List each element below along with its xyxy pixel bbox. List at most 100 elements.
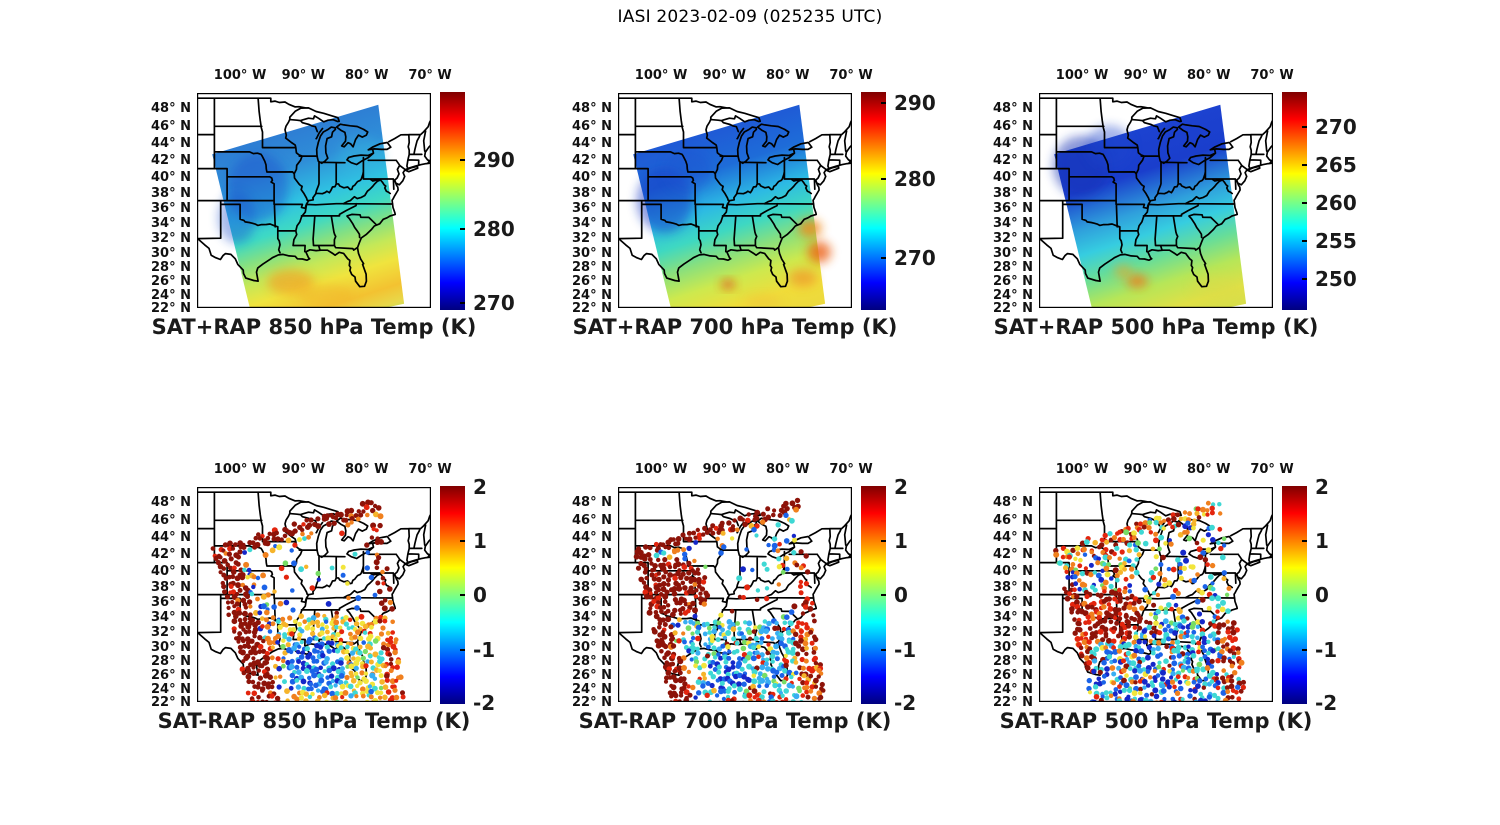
lat-tick-label: 42° N [572,153,612,169]
lat-tick-label: 44° N [993,136,1033,152]
lat-tick-label: 40° N [151,169,191,185]
map-frame [1039,93,1273,308]
colorbar-sat_plus_rap_850 [440,92,465,310]
lat-tick-label: 42° N [993,153,1033,169]
map-frame [618,487,852,702]
lat-tick-label: 24° N [993,287,1033,303]
colorbar-tick-mark [1302,539,1307,542]
lat-tick-label: 30° N [151,639,191,655]
lon-tick-label: 100° W [634,462,688,477]
colorbar-tick-label: 1 [473,528,487,553]
colorbar-tick-mark [1302,594,1307,596]
colorbar-tick-label: -1 [1315,637,1338,662]
lat-tick-label: 38° N [993,185,1033,201]
lat-tick-label: 34° N [993,216,1033,232]
colorbar-tick-mark [460,594,465,596]
difference-dots [1053,500,1246,702]
lon-tick-label: 70° W [408,462,452,477]
lat-tick-label: 22° N [151,695,191,710]
colorbar-tick-label: 1 [1315,528,1329,553]
lat-tick-label: 36° N [572,595,612,611]
lat-tick-label: 28° N [151,259,191,275]
colorbar-tick-label: -2 [1315,690,1338,715]
lat-tick-label: 48° N [151,494,191,510]
lat-tick-label: 24° N [993,681,1033,697]
lon-tick-label: 70° W [408,68,452,83]
lat-tick-label: 30° N [151,245,191,261]
lat-tick-label: 32° N [572,625,612,641]
colorbar-tick-label: 290 [473,147,515,172]
colorbar-tick-label: 290 [894,90,936,115]
lat-tick-label: 32° N [572,231,612,247]
colorbar-tick-label: 270 [1315,114,1357,139]
lat-tick-label: 26° N [993,667,1033,683]
lat-tick-label: 36° N [572,201,612,217]
colorbar-tick-label: 265 [1315,153,1357,178]
lon-tick-label: 90° W [281,68,326,83]
colorbar-tick-mark [1302,125,1307,128]
map-sat_plus_rap_850 [197,93,431,308]
lat-tick-label: 32° N [151,625,191,641]
colorbar-tick-label: 0 [473,583,487,607]
lat-tick-label: 22° N [993,301,1033,316]
colorbar-tick-label: 270 [473,291,515,316]
colorbar-tick-mark [881,594,886,596]
lon-tick-label: 80° W [765,68,810,83]
lon-tick-label: 90° W [702,68,747,83]
colorbar-tick-mark [460,228,465,231]
map-sat_plus_rap_500 [1039,93,1273,308]
lat-tick-label: 22° N [572,695,612,710]
lon-tick-label: 100° W [213,462,267,477]
lat-tick-label: 44° N [572,530,612,546]
lon-tick-label: 100° W [634,68,688,83]
lat-tick-label: 46° N [993,118,1033,134]
colorbar-tick-label: -1 [894,637,917,662]
map-sat_plus_rap_700 [618,93,852,308]
lat-tick-label: 42° N [572,547,612,563]
lat-tick-label: 48° N [572,100,612,116]
colorbar-tick-label: 250 [1315,267,1357,292]
lon-tick-label: 80° W [765,462,810,477]
colorbar-tick-mark [881,648,886,651]
panel-caption: SAT+RAP 850 hPa Temp (K) [151,315,477,339]
lat-tick-label: 30° N [572,639,612,655]
lat-tick-label: 38° N [993,579,1033,595]
colorbar-tick-mark [1302,164,1307,167]
map-frame [1039,487,1273,702]
lon-tick-label: 90° W [1123,68,1168,83]
colorbar-sat_plus_rap_500 [1282,92,1307,310]
difference-dots [210,499,406,702]
colorbar-tick-label: 260 [1315,191,1357,216]
lon-tick-label: 100° W [1055,68,1109,83]
lon-tick-label: 80° W [1186,462,1231,477]
colorbar-tick-label: -2 [473,690,496,715]
swath-patches [1053,125,1238,298]
lat-tick-label: 46° N [993,512,1033,528]
lat-tick-label: 26° N [151,273,191,289]
colorbar-tick-mark [460,648,465,651]
lat-tick-label: 30° N [993,245,1033,261]
lon-tick-label: 80° W [344,68,389,83]
lat-tick-label: 24° N [572,681,612,697]
lat-tick-label: 48° N [572,494,612,510]
map-sat_minus_rap_500 [1039,487,1273,702]
lat-tick-label: 34° N [572,610,612,626]
lat-tick-label: 46° N [572,512,612,528]
colorbar-tick-label: 0 [1315,583,1329,607]
lon-tick-label: 80° W [1186,68,1231,83]
lat-tick-label: 40° N [151,563,191,579]
lat-tick-label: 44° N [572,136,612,152]
lat-tick-label: 30° N [993,639,1033,655]
lat-tick-label: 44° N [993,530,1033,546]
colorbar-tick-mark [881,101,886,104]
lon-tick-label: 90° W [1123,462,1168,477]
colorbar-tick-mark [881,539,886,542]
lat-tick-label: 24° N [151,287,191,303]
lat-tick-label: 48° N [993,100,1033,116]
lat-tick-label: 28° N [572,259,612,275]
lat-tick-label: 36° N [993,201,1033,217]
lat-tick-label: 34° N [151,216,191,232]
lat-tick-label: 38° N [572,185,612,201]
lat-tick-label: 28° N [993,259,1033,275]
